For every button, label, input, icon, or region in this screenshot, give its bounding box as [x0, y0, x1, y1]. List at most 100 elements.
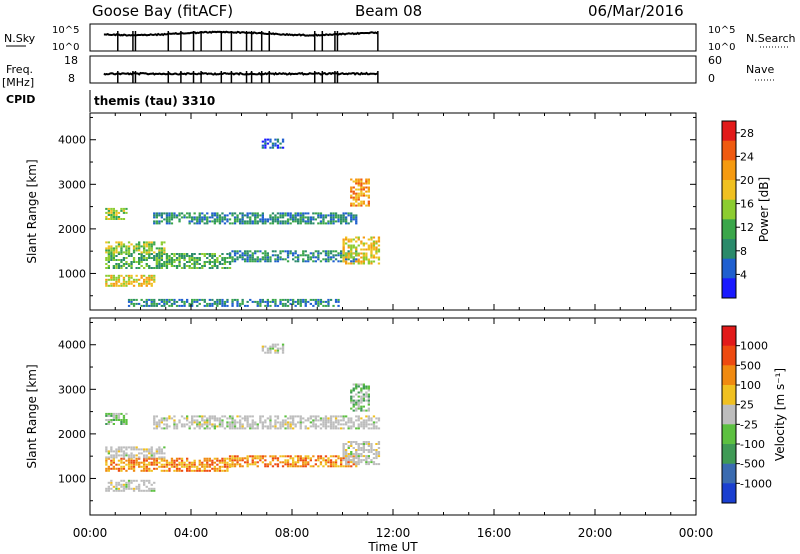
data-cell	[188, 222, 191, 225]
data-cell	[143, 257, 146, 259]
data-cell	[125, 211, 128, 214]
data-cell	[150, 298, 153, 301]
data-cell	[112, 412, 115, 415]
data-cell	[231, 260, 234, 263]
data-cell	[347, 214, 350, 217]
data-cell	[244, 250, 247, 253]
data-cell	[251, 463, 254, 466]
data-cell	[347, 252, 350, 255]
data-cell	[246, 250, 249, 253]
data-cell	[150, 247, 153, 250]
data-cell	[208, 253, 211, 255]
data-cell	[138, 247, 141, 250]
data-cell	[105, 282, 108, 285]
data-cell	[360, 399, 363, 402]
data-cell	[334, 425, 338, 428]
data-cell	[206, 461, 209, 464]
data-cell	[340, 465, 343, 468]
data-cell	[233, 254, 237, 257]
data-cell	[370, 443, 373, 445]
data-cell	[350, 254, 353, 257]
colorbar-segment	[722, 483, 736, 504]
data-cell	[218, 421, 222, 424]
data-cell	[180, 425, 184, 428]
data-cell	[362, 419, 365, 422]
data-cell	[130, 302, 133, 305]
data-cell	[334, 214, 338, 217]
data-cell	[188, 267, 191, 269]
data-cell	[362, 449, 365, 451]
data-cell	[191, 253, 194, 255]
data-cell	[231, 258, 234, 261]
data-cell	[340, 220, 343, 223]
data-cell	[107, 450, 110, 453]
data-cell	[362, 387, 365, 390]
data-cell	[115, 241, 118, 244]
data-cell	[375, 451, 378, 453]
data-cell	[357, 196, 360, 199]
data-cell	[175, 259, 179, 261]
data-cell	[115, 487, 118, 490]
data-cell	[365, 421, 368, 424]
data-cell	[163, 419, 166, 422]
data-cell	[256, 423, 259, 426]
data-cell	[153, 463, 156, 466]
data-cell	[216, 419, 219, 422]
data-cell	[279, 423, 282, 426]
data-cell	[112, 247, 115, 250]
data-cell	[221, 459, 224, 462]
data-cell	[191, 423, 194, 426]
data-cell	[175, 304, 179, 307]
data-cell	[180, 465, 184, 468]
data-cell	[183, 417, 186, 420]
data-cell	[165, 257, 169, 259]
data-cell	[175, 214, 179, 217]
data-cell	[292, 298, 295, 301]
data-cell	[175, 469, 179, 472]
data-cell	[191, 257, 194, 259]
data-cell	[297, 302, 300, 305]
data-cell	[196, 300, 199, 303]
data-cell	[107, 211, 110, 214]
data-cell	[165, 265, 169, 267]
data-cell	[292, 258, 295, 261]
data-cell	[208, 459, 211, 462]
data-cell	[367, 262, 370, 265]
data-cell	[281, 214, 285, 217]
data-cell	[145, 243, 148, 246]
data-cell	[170, 257, 174, 259]
data-cell	[153, 454, 156, 457]
data-cell	[249, 250, 252, 253]
data-cell	[309, 415, 312, 418]
data-cell	[127, 276, 131, 279]
data-cell	[244, 260, 247, 263]
data-cell	[312, 216, 315, 219]
data-cell	[127, 298, 131, 301]
data-cell	[145, 278, 148, 281]
data-cell	[112, 489, 115, 492]
data-cell	[208, 419, 211, 422]
data-cell	[342, 457, 345, 460]
data-cell	[125, 463, 128, 466]
data-cell	[158, 419, 161, 422]
data-cell	[203, 463, 206, 466]
data-cell	[105, 211, 108, 214]
data-cell	[165, 298, 169, 301]
data-cell	[332, 415, 335, 418]
data-cell	[286, 222, 290, 225]
data-cell	[241, 254, 244, 257]
data-cell	[274, 250, 277, 253]
data-cell	[150, 487, 153, 490]
data-cell	[284, 222, 287, 225]
data-cell	[271, 459, 275, 462]
data-cell	[183, 263, 186, 265]
data-cell	[357, 178, 360, 181]
data-cell	[357, 427, 360, 430]
data-cell	[319, 216, 323, 219]
data-cell	[365, 399, 368, 402]
data-cell	[297, 218, 300, 221]
data-cell	[120, 421, 123, 423]
data-cell	[271, 142, 275, 145]
data-cell	[125, 280, 128, 283]
data-cell	[334, 427, 338, 430]
